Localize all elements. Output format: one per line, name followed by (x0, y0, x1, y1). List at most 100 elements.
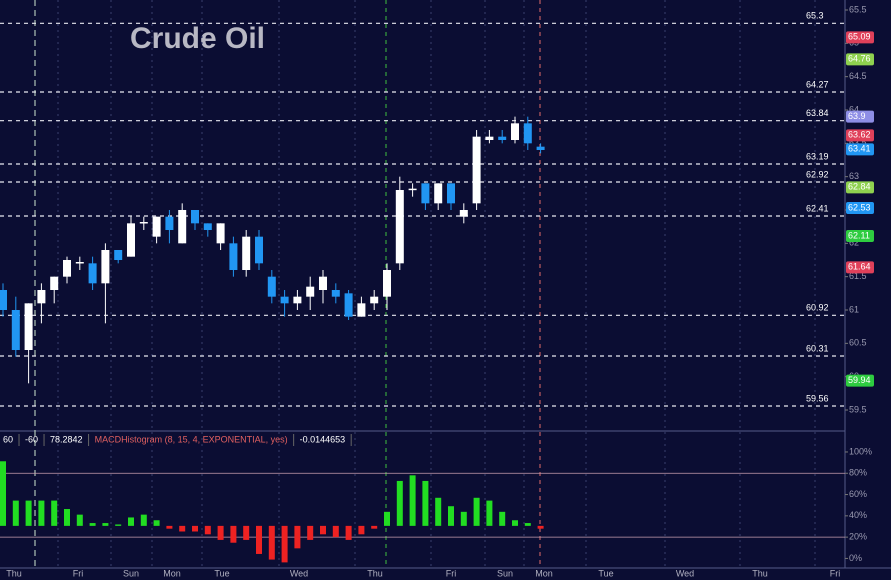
candle-body (357, 303, 366, 317)
y2-tick-label: 80% (849, 468, 867, 478)
histogram-bar (76, 514, 83, 526)
histogram-bar (38, 500, 45, 526)
y2-tick-label: 0% (849, 553, 862, 563)
histogram-bar (409, 475, 416, 526)
price-badge-label: 63.62 (848, 130, 871, 140)
histogram-bar (396, 480, 403, 526)
candle-body (101, 250, 110, 284)
level-label: 64.27 (806, 79, 829, 89)
x-tick-label: Mon (163, 568, 181, 578)
y-tick-label: 63.5 (849, 138, 867, 148)
histogram-bar (12, 500, 19, 526)
histogram-bar (384, 511, 390, 526)
y2-tick-label: 40% (849, 510, 867, 520)
candle-body (459, 210, 468, 217)
candle-body (203, 223, 212, 230)
candle-body (536, 146, 545, 150)
y-tick-label: 61.5 (849, 271, 867, 281)
histogram-bar (243, 525, 250, 540)
price-badge (846, 181, 874, 194)
level-label: 63.84 (806, 108, 829, 118)
x-tick-label: Wed (290, 568, 308, 578)
price-badge-label: 62.11 (848, 230, 870, 240)
candle-body (498, 136, 507, 140)
candle-body (485, 136, 494, 140)
x-tick-label: Thu (367, 568, 383, 578)
price-badge-label: 65.09 (848, 32, 871, 42)
candle-body (88, 263, 97, 284)
histogram-bar (256, 525, 262, 554)
indicator-header: -60 (25, 434, 38, 444)
y2-tick-label: 60% (849, 489, 867, 499)
candle-body (434, 183, 443, 204)
x-tick-label: Thu (6, 568, 22, 578)
y2-tick-label: 100% (849, 446, 872, 456)
candle-body (242, 236, 251, 270)
chart-title: Crude Oil (130, 22, 265, 55)
histogram-bar (268, 525, 275, 560)
indicator-header: 60 (3, 434, 13, 444)
candle-body (63, 260, 71, 277)
candle-body (331, 290, 340, 297)
price-badge (846, 202, 874, 214)
candle-body (216, 223, 225, 244)
histogram-bar (153, 520, 160, 526)
indicator-header: 78.2842 (50, 434, 83, 444)
histogram-bar (89, 523, 96, 526)
candle-body (395, 190, 404, 264)
price-badge (846, 230, 874, 242)
level-label: 63.19 (806, 151, 829, 161)
candle-body (280, 296, 289, 304)
histogram-bar (499, 511, 506, 526)
histogram-bar (192, 525, 198, 532)
candle-body (267, 276, 276, 297)
price-badge-label: 61.64 (848, 262, 871, 272)
histogram-bar (140, 514, 147, 526)
y-tick-label: 64.5 (849, 71, 867, 81)
level-label: 62.41 (806, 203, 829, 213)
y2-tick-label: 20% (849, 532, 867, 542)
candle-body (37, 290, 46, 304)
x-tick-label: Mon (535, 568, 553, 578)
price-badge (846, 110, 874, 123)
histogram-bar (358, 525, 365, 535)
candle-body (24, 303, 33, 350)
level-label: 60.92 (806, 303, 829, 313)
x-tick-label: Fri (73, 568, 84, 578)
level-label: 59.56 (806, 393, 829, 403)
candle-body (139, 222, 148, 224)
price-badge (846, 53, 874, 66)
histogram-bar (25, 500, 32, 526)
price-badge (846, 143, 874, 156)
price-badge (846, 261, 874, 274)
histogram-bar (422, 480, 429, 526)
histogram-bar (294, 525, 301, 549)
level-label: 62.92 (806, 169, 829, 179)
candle-body (165, 216, 174, 230)
price-badge-label: 62.53 (848, 202, 871, 212)
candle-body (447, 183, 455, 204)
y-tick-label: 65.5 (849, 4, 867, 14)
histogram-bar (448, 506, 454, 526)
candle-body (421, 183, 430, 204)
candle-body (127, 223, 135, 257)
histogram-bar (128, 517, 134, 526)
x-tick-label: Tue (598, 568, 613, 578)
histogram-bar (345, 525, 352, 540)
histogram-bar (332, 525, 339, 538)
level-label: 60.31 (806, 343, 829, 353)
histogram-bar (102, 523, 109, 526)
histogram-bar (115, 524, 122, 526)
indicator-header: -0.0144653 (300, 434, 346, 444)
price-badge (846, 129, 874, 142)
histogram-bar (486, 500, 493, 526)
candle-body (0, 290, 7, 310)
price-badge (846, 374, 874, 387)
histogram-bar (230, 525, 237, 543)
candle-body (408, 188, 417, 191)
histogram-bar (524, 523, 531, 526)
y-tick-label: 62 (849, 238, 859, 248)
candle-body (50, 276, 59, 290)
